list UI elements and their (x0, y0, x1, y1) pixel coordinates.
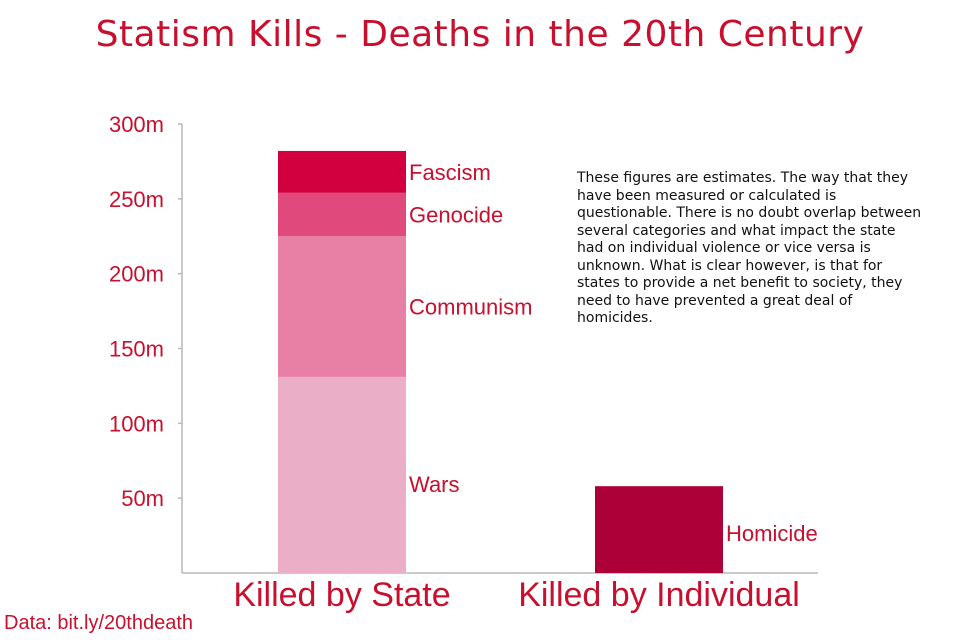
segment-label-genocide: Genocide (409, 203, 503, 228)
y-axis: 50m 100m 150m 200m 250m 300m (109, 112, 183, 573)
segment-labels: Wars Communism Genocide Fascism Homicide (409, 160, 818, 546)
y-tick-label: 300m (109, 112, 164, 137)
y-tick-label: 100m (109, 411, 164, 436)
chart-title: Statism Kills - Deaths in the 20th Centu… (95, 14, 865, 55)
y-tick-label: 50m (121, 486, 164, 511)
data-source: Data: bit.ly/20thdeath (4, 612, 194, 634)
x-axis: Killed by State Killed by Individual (182, 572, 818, 614)
category-label: Killed by Individual (518, 576, 800, 614)
bar-segment-communism (278, 236, 406, 377)
segment-label-homicide: Homicide (726, 521, 818, 546)
segment-label-wars: Wars (409, 472, 460, 497)
bar-segment-homicide (595, 486, 723, 573)
y-tick-label: 200m (109, 262, 164, 287)
segment-label-communism: Communism (409, 295, 532, 320)
bars (278, 150, 723, 573)
category-label: Killed by State (233, 576, 450, 614)
y-tick-label: 150m (109, 337, 164, 362)
bar-segment-genocide (278, 192, 406, 237)
bar-segment-wars (278, 376, 406, 573)
estimates-note: These figures are estimates. The way tha… (577, 170, 922, 326)
bar-segment-fascism (278, 150, 406, 193)
segment-label-fascism: Fascism (409, 160, 491, 185)
y-tick-label: 250m (109, 187, 164, 212)
